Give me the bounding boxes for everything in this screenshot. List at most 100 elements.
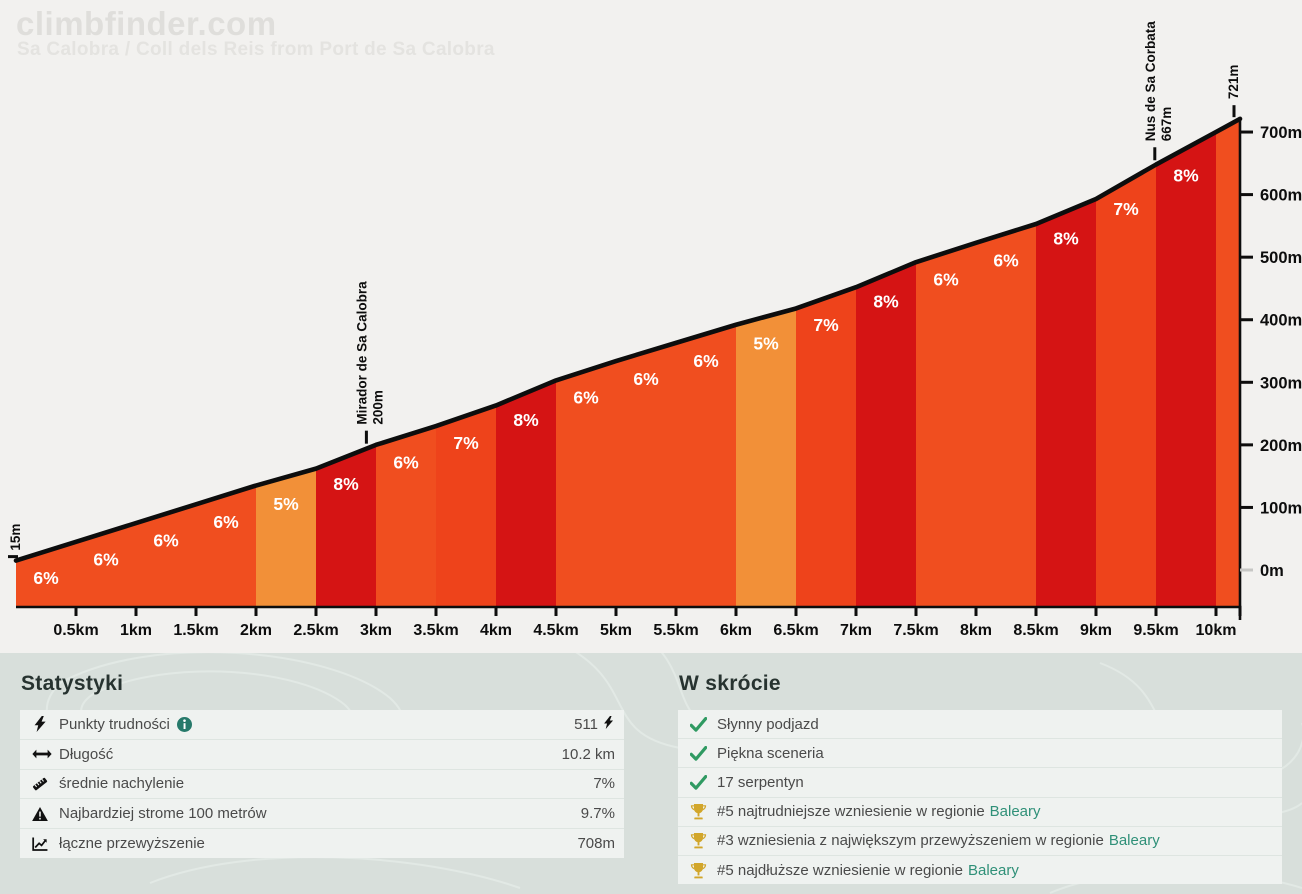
stat-value: 511	[574, 715, 615, 733]
svg-text:0m: 0m	[1260, 562, 1284, 580]
svg-text:400m: 400m	[1260, 312, 1302, 330]
svg-text:7%: 7%	[1113, 199, 1139, 219]
check-icon	[690, 745, 717, 761]
svg-text:6%: 6%	[633, 369, 659, 389]
svg-text:5%: 5%	[273, 494, 299, 514]
summary-text: Słynny podjazd	[717, 715, 819, 733]
stat-row: Punkty trudności 511	[20, 710, 624, 739]
stat-value: 7%	[593, 775, 615, 793]
svg-text:4.5km: 4.5km	[533, 622, 578, 639]
stats-block: Statystyki Punkty trudności 511 Długość 10.…	[20, 670, 624, 858]
stat-value: 10.2 km	[561, 745, 615, 763]
svg-text:9km: 9km	[1080, 622, 1112, 639]
svg-text:6%: 6%	[213, 512, 239, 532]
svg-text:4km: 4km	[480, 622, 512, 639]
summary-panel: Słynny podjazd Piękna sceneria 17 serpenty…	[678, 710, 1282, 885]
ruler-icon	[32, 776, 59, 792]
elevation-chart-icon	[32, 837, 59, 851]
svg-text:100m: 100m	[1260, 499, 1302, 517]
climb-name-watermark: Sa Calobra / Coll dels Reis from Port de…	[17, 39, 495, 60]
svg-text:300m: 300m	[1260, 374, 1302, 392]
svg-text:10km: 10km	[1196, 622, 1237, 639]
summary-block: W skrócie Słynny podjazd Piękna sceneria 1…	[678, 670, 1282, 885]
check-icon	[690, 716, 717, 732]
svg-text:6%: 6%	[693, 351, 719, 371]
summary-item: Piękna sceneria	[678, 738, 1282, 767]
summary-title: W skrócie	[679, 672, 781, 695]
gradient-bars	[16, 118, 1240, 607]
summary-text: 17 serpentyn	[717, 773, 804, 791]
stat-label: średnie nachylenie	[59, 775, 185, 793]
svg-text:15m: 15m	[8, 524, 23, 551]
svg-text:Mirador de Sa Calobra: Mirador de Sa Calobra	[354, 281, 369, 425]
site-watermark: climbfinder.com	[16, 5, 277, 42]
svg-text:7%: 7%	[453, 433, 479, 453]
stat-row: Długość 10.2 km	[20, 738, 624, 769]
svg-text:667m: 667m	[1159, 107, 1174, 142]
summary-item: 17 serpentyn	[678, 767, 1282, 796]
svg-text:6%: 6%	[573, 388, 599, 408]
svg-text:8%: 8%	[873, 292, 899, 312]
summary-item: #3 wzniesienia z największym przewyższen…	[678, 825, 1282, 855]
svg-text:6%: 6%	[993, 250, 1019, 270]
svg-text:8km: 8km	[960, 622, 992, 639]
profile-line	[13, 116, 1243, 563]
svg-text:6%: 6%	[933, 269, 959, 289]
svg-text:8.5km: 8.5km	[1013, 622, 1058, 639]
stat-row: Najbardziej strome 100 metrów 9.7%	[20, 798, 624, 828]
stat-row: łączne przewyższenie 708m	[20, 828, 624, 858]
svg-text:1.5km: 1.5km	[173, 622, 218, 639]
summary-text: Piękna sceneria	[717, 744, 824, 762]
svg-text:7km: 7km	[840, 622, 872, 639]
stats-title: Statystyki	[21, 672, 124, 695]
y-axis: 0m 100m 200m 300m 400m 500m 600m 700m	[1238, 116, 1302, 620]
svg-text:2.5km: 2.5km	[293, 622, 338, 639]
summary-text: #3 wzniesienia z największym przewyższen…	[717, 832, 1104, 850]
svg-text:Nus de Sa Corbata: Nus de Sa Corbata	[1143, 21, 1158, 142]
gradient-labels: 6% 6% 6% 6% 5% 8% 6% 7% 8% 6% 6% 6% 5% 7% 8% 6% 6% 8% 7% 8%	[33, 165, 1199, 588]
summary-item: Słynny podjazd	[678, 710, 1282, 738]
svg-text:500m: 500m	[1260, 249, 1302, 267]
svg-text:3.5km: 3.5km	[413, 622, 458, 639]
info-section: Statystyki Punkty trudności 511 Długość 10.…	[0, 653, 1302, 894]
svg-text:7.5km: 7.5km	[893, 622, 938, 639]
region-link[interactable]: Baleary	[989, 803, 1041, 821]
stat-label: Najbardziej strome 100 metrów	[59, 805, 267, 823]
stat-value: 708m	[577, 835, 615, 853]
svg-text:600m: 600m	[1260, 187, 1302, 205]
svg-text:6%: 6%	[33, 568, 59, 588]
climb-profile-section: climbfinder.com Sa Calobra / Coll dels R…	[8, 5, 1302, 639]
svg-text:0.5km: 0.5km	[53, 622, 98, 639]
svg-text:6%: 6%	[93, 549, 119, 569]
poi-markers: 15m Mirador de Sa Calobra 200m Nus de Sa Co…	[8, 21, 1241, 559]
svg-text:8%: 8%	[1173, 165, 1199, 185]
stat-label: łączne przewyższenie	[59, 835, 205, 853]
stat-value: 9.7%	[580, 805, 615, 823]
svg-text:8%: 8%	[1053, 228, 1079, 248]
region-link[interactable]: Baleary	[967, 861, 1019, 879]
svg-text:8%: 8%	[513, 410, 539, 430]
svg-text:3km: 3km	[360, 622, 392, 639]
svg-text:721m: 721m	[1226, 65, 1241, 100]
x-axis: 0.5km 1km 1.5km 2km 2.5km 3km 3.5km 4km 4.5km 5km…	[16, 605, 1242, 639]
svg-text:5km: 5km	[600, 622, 632, 639]
summary-text: #5 najdłuższe wzniesienie w regionie	[717, 861, 963, 879]
warning-icon	[32, 806, 59, 821]
region-link[interactable]: Baleary	[1108, 832, 1160, 850]
stat-label: Punkty trudności	[59, 715, 170, 733]
svg-text:6km: 6km	[720, 622, 752, 639]
trophy-icon	[690, 832, 717, 849]
svg-text:700m: 700m	[1260, 124, 1302, 142]
stats-panel: Punkty trudności 511 Długość 10.2 km średnie…	[20, 710, 624, 858]
lightning-icon	[602, 715, 615, 733]
svg-text:200m: 200m	[370, 390, 385, 425]
elevation-profile-chart: 6% 6% 6% 6% 5% 8% 6% 7% 8% 6% 6% 6% 5% 7% 8% 6% 6% 8% 7% 8%…	[8, 21, 1302, 639]
svg-text:6%: 6%	[153, 531, 179, 551]
info-icon[interactable]	[176, 716, 192, 732]
svg-text:8%: 8%	[333, 474, 359, 494]
svg-text:7%: 7%	[813, 315, 839, 335]
summary-item: #5 najtrudniejsze wzniesienie w regionie…	[678, 796, 1282, 826]
check-icon	[690, 774, 717, 790]
summary-text: #5 najtrudniejsze wzniesienie w regionie	[717, 803, 985, 821]
arrows-horizontal-icon	[32, 748, 59, 760]
